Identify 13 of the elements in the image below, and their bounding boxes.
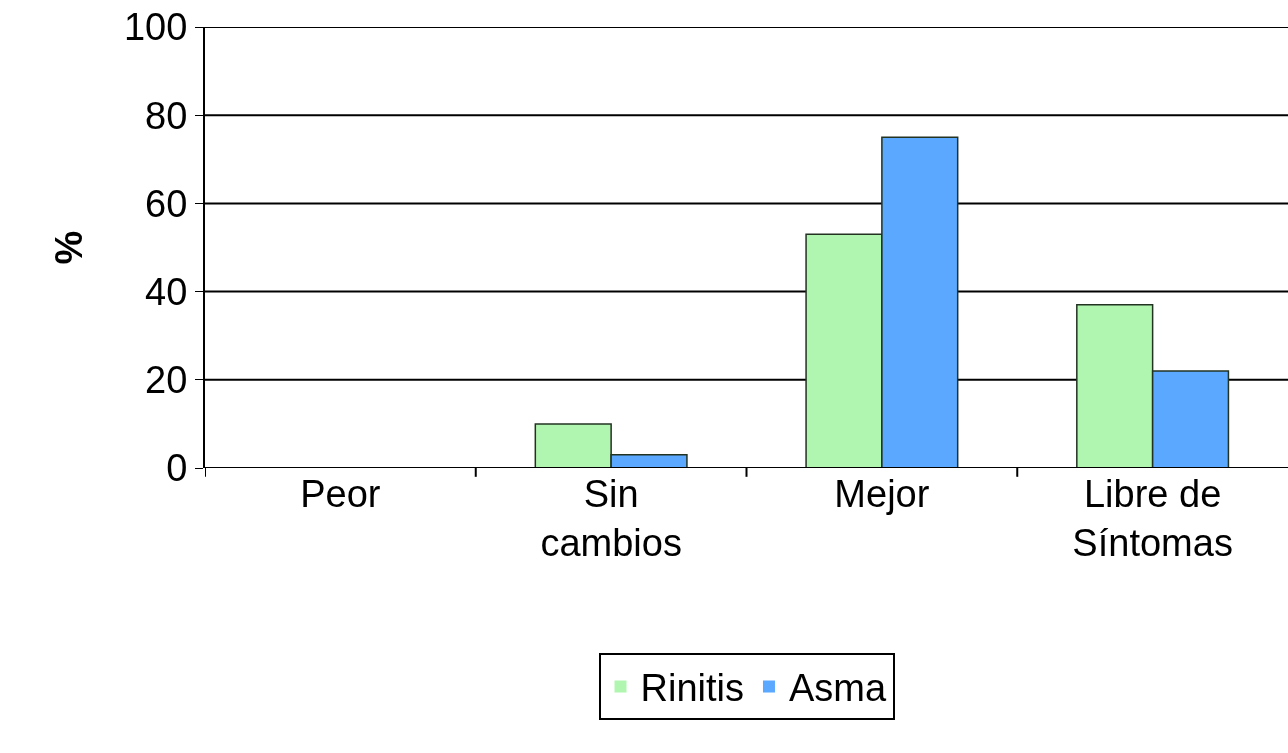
legend-label: Asma	[788, 667, 887, 710]
legend-label: Rinitis	[640, 667, 744, 710]
x-tick-label: Libre de Síntomas	[1072, 473, 1233, 565]
y-tick-label: 60	[145, 182, 188, 225]
x-tick-label: Mejor	[834, 473, 930, 515]
x-tick-label: Sin cambios	[540, 473, 682, 565]
y-axis-title: %	[47, 230, 90, 265]
y-tick-label: 100	[123, 6, 188, 49]
y-tick-label: 0	[166, 447, 188, 490]
x-tick-label: Peor	[300, 473, 381, 515]
y-tick-label: 80	[145, 94, 188, 137]
y-tick-label: 40	[145, 270, 188, 313]
y-tick-label: 20	[145, 359, 188, 402]
